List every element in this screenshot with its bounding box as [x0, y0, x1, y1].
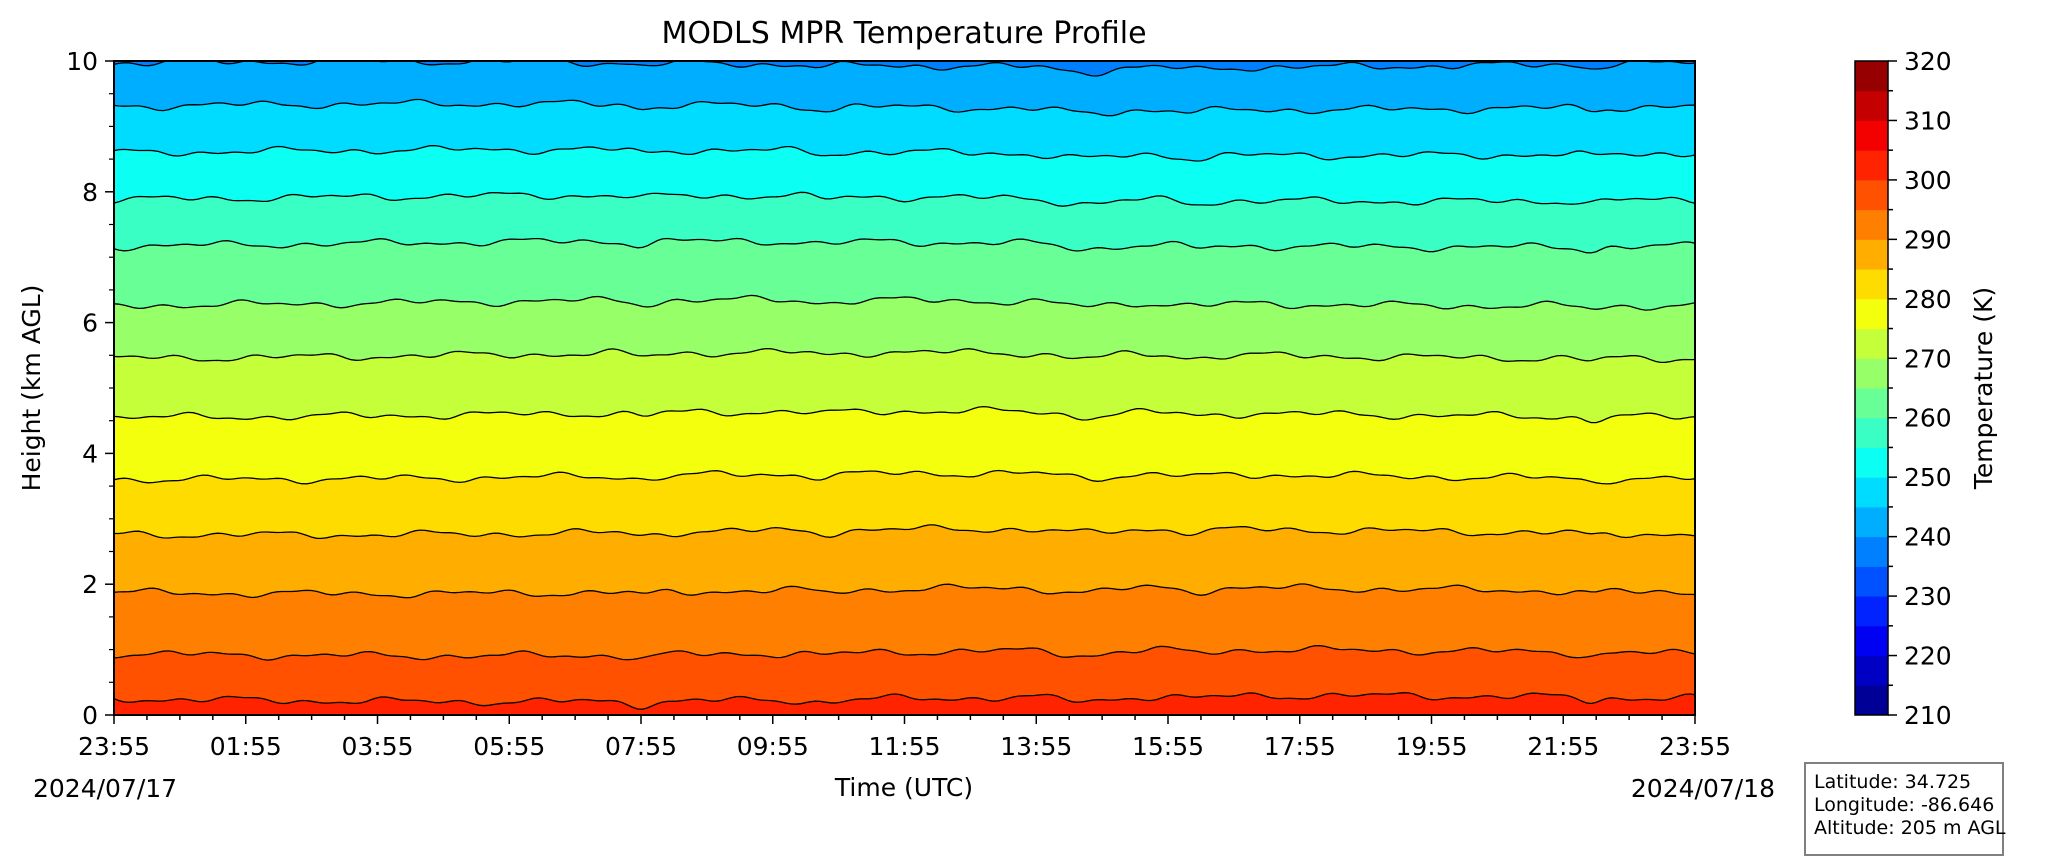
temperature-bands: [114, 61, 1695, 715]
colorbar-segment: [1855, 358, 1888, 389]
y-tick-label: 0: [82, 701, 98, 730]
x-axis-label: Time (UTC): [834, 773, 973, 802]
x-tick-label: 19:55: [1395, 732, 1467, 761]
x-tick-label: 13:55: [1000, 732, 1072, 761]
temperature-band: [114, 406, 1695, 485]
colorbar-segment: [1855, 625, 1888, 657]
x-tick-label: 21:55: [1527, 732, 1599, 761]
colorbar-tick-label: 300: [1904, 166, 1952, 195]
x-tick-label: 05:55: [473, 732, 545, 761]
x-tick-label: 23:55: [1659, 732, 1731, 761]
colorbar-segments: [1855, 61, 1888, 716]
colorbar-segment: [1855, 150, 1888, 181]
x-tick-label: 01:55: [210, 732, 282, 761]
isotherm-line: [114, 524, 1695, 540]
isotherm-line: [114, 237, 1695, 254]
longitude-text: Longitude: -86.646: [1814, 794, 1995, 816]
colorbar-tick-label: 310: [1904, 106, 1952, 135]
station-info-box: Latitude: 34.725 Longitude: -86.646 Alti…: [1804, 762, 2006, 856]
colorbar-segment: [1855, 685, 1888, 716]
isotherm-line: [114, 347, 1695, 364]
latitude-text: Latitude: 34.725: [1814, 771, 1972, 793]
colorbar-tick-label: 210: [1904, 701, 1952, 730]
y-tick-label: 8: [82, 178, 98, 207]
colorbar-tick-label: 320: [1904, 47, 1952, 76]
colorbar-segment: [1855, 477, 1888, 508]
y-axis: 0 2 4 6 8 10: [66, 47, 114, 730]
colorbar-segment: [1855, 90, 1888, 121]
colorbar-segment: [1855, 298, 1888, 330]
colorbar-tick-label: 270: [1904, 344, 1952, 373]
isotherm-contours: [114, 61, 1695, 710]
colorbar-segment: [1855, 179, 1888, 211]
colorbar-tick-label: 240: [1904, 523, 1952, 552]
x-tick-label: 23:55: [78, 732, 150, 761]
colorbar-segment: [1855, 655, 1888, 686]
y-tick-label: 4: [82, 439, 98, 468]
colorbar-segment: [1855, 269, 1888, 300]
chart-title: MODLS MPR Temperature Profile: [661, 16, 1146, 51]
x-tick-label: 17:55: [1264, 732, 1336, 761]
isotherm-line: [114, 191, 1695, 207]
end-date-label: 2024/07/18: [1631, 774, 1775, 803]
y-tick-label: 10: [66, 47, 98, 76]
colorbar-tick-label: 230: [1904, 582, 1952, 611]
colorbar-segment: [1855, 506, 1888, 538]
y-tick-label: 6: [82, 309, 98, 338]
colorbar-segment: [1855, 61, 1888, 92]
isotherm-line: [114, 692, 1695, 710]
heatmap-plot-area: [114, 61, 1695, 715]
isotherm-line: [114, 144, 1695, 162]
x-tick-label: 11:55: [868, 732, 940, 761]
colorbar-segment: [1855, 328, 1888, 359]
isotherm-line: [114, 405, 1695, 424]
y-axis-label: Height (km AGL): [17, 285, 46, 492]
x-tick-label: 15:55: [1132, 732, 1204, 761]
colorbar-tick-label: 220: [1904, 642, 1952, 671]
colorbar-segment: [1855, 388, 1888, 419]
isotherm-line: [114, 583, 1695, 599]
y-tick-label: 2: [82, 570, 98, 599]
colorbar-tick-label: 280: [1904, 285, 1952, 314]
colorbar-segment: [1855, 209, 1888, 240]
temperature-band: [114, 583, 1695, 661]
colorbar-tick-label: 260: [1904, 404, 1952, 433]
x-axis: 23:55 01:55 03:55 05:55 07:55 09:55 11:55 13:55…: [78, 715, 1731, 761]
isotherm-line: [114, 644, 1695, 661]
x-tick-label: 09:55: [737, 732, 809, 761]
colorbar-segment: [1855, 447, 1888, 478]
isotherm-line: [114, 294, 1695, 311]
colorbar-segment: [1855, 596, 1888, 627]
colorbar-segment: [1855, 536, 1888, 567]
colorbar-ticks: 210 220 230 240 250 260 270 280 290 300 310 320: [1888, 47, 1952, 730]
colorbar-tick-label: 290: [1904, 225, 1952, 254]
start-date-label: 2024/07/17: [33, 774, 177, 803]
colorbar-segment: [1855, 417, 1888, 448]
isotherm-line: [114, 469, 1695, 485]
x-tick-label: 07:55: [605, 732, 677, 761]
altitude-text: Altitude: 205 m AGL: [1814, 817, 2006, 839]
isotherm-line: [114, 98, 1695, 117]
colorbar: 210 220 230 240 250 260 270 280 290 300 310 320: [1854, 47, 1952, 730]
colorbar-segment: [1855, 120, 1888, 151]
colorbar-segment: [1855, 239, 1888, 270]
colorbar-segment: [1855, 566, 1888, 597]
colorbar-tick-label: 250: [1904, 463, 1952, 492]
colorbar-label: Temperature (K): [1969, 287, 1998, 490]
x-tick-label: 03:55: [341, 732, 413, 761]
